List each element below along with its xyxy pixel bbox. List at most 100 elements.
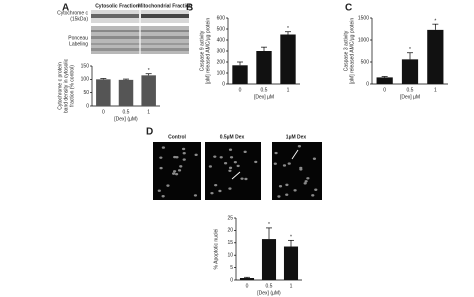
- y-tick-label: 5: [230, 265, 233, 271]
- x-tick-label: 0: [383, 87, 386, 93]
- error-bar: [407, 52, 413, 60]
- nucleus: [229, 156, 234, 159]
- bar: [256, 51, 272, 84]
- significance: *: [434, 18, 436, 24]
- nucleus: [182, 158, 186, 161]
- error-bar: [266, 227, 272, 240]
- nucleus: [218, 189, 222, 193]
- bar: [376, 77, 393, 84]
- blot-row: (15kDa): [70, 16, 88, 22]
- panel-letter: A: [62, 3, 69, 14]
- arrows: [231, 149, 299, 180]
- significance: *: [268, 222, 270, 228]
- x-tick-label: 1: [287, 87, 290, 93]
- blot-column: Mitochondrial Fraction: [138, 3, 192, 9]
- nucleus: [177, 169, 182, 172]
- nucleus: [159, 156, 163, 159]
- nucleus: [303, 182, 307, 185]
- nucleus: [285, 193, 289, 196]
- nucleus: [228, 187, 232, 190]
- nucleus: [233, 160, 237, 164]
- image-label: Control: [168, 134, 186, 140]
- nucleus: [274, 151, 278, 155]
- nucleus: [214, 183, 218, 187]
- x-axis-label: [Dex] (µM): [114, 116, 138, 122]
- nucleus: [228, 169, 232, 172]
- error-bar: [100, 78, 107, 80]
- nucleus: [243, 150, 247, 154]
- bar: [427, 29, 444, 85]
- blot-column: Cytosolic Fraction: [95, 3, 139, 9]
- y-tick-label: 10: [227, 253, 233, 259]
- nucleus: [306, 177, 310, 180]
- bar: [141, 75, 156, 106]
- nucleus: [311, 194, 315, 197]
- image-label: 0.5µM Dex: [220, 134, 245, 140]
- nucleus: [223, 162, 228, 165]
- bar: [118, 79, 134, 106]
- nucleus: [172, 172, 176, 175]
- panel-letter: C: [345, 3, 352, 14]
- x-tick-label: 1: [434, 87, 437, 93]
- nucleus: [173, 170, 177, 173]
- significance: *: [290, 235, 292, 241]
- error-bar: [285, 31, 291, 35]
- nucleus: [254, 160, 258, 164]
- nucleus: [228, 148, 233, 151]
- nucleus: [182, 152, 186, 155]
- nucleus: [161, 195, 165, 198]
- nucleus: [297, 145, 301, 148]
- nucleus: [157, 189, 161, 192]
- error-bar: [145, 73, 152, 76]
- x-tick-label: 0.5: [123, 109, 130, 115]
- y-tick-label: 500: [361, 59, 370, 65]
- y-tick-label: 1000: [358, 37, 369, 43]
- nucleus: [314, 188, 318, 191]
- x-tick-label: 0: [239, 87, 242, 93]
- bar: [283, 246, 299, 280]
- y-axis-label: band density in cytosolic: [63, 58, 69, 113]
- y-axis-label: % Apoptotic nuclei: [213, 229, 219, 270]
- y-tick-label: 50: [83, 90, 89, 96]
- bar: [261, 239, 277, 280]
- nucleus: [193, 194, 198, 197]
- nucleus: [273, 162, 277, 165]
- y-tick-label: 25: [227, 215, 233, 221]
- y-axis-label: fraction (% control): [69, 65, 75, 107]
- nucleus: [194, 153, 198, 157]
- x-tick-label: 0: [102, 109, 105, 115]
- x-tick-label: 0.5: [261, 87, 268, 93]
- significance: *: [287, 26, 289, 32]
- bar: [280, 34, 296, 84]
- y-axis-label: Caspase 9 activity: [199, 30, 205, 71]
- nucleus: [179, 165, 183, 168]
- bar: [401, 59, 419, 84]
- x-tick-label: 1: [147, 109, 150, 115]
- nucleus: [287, 162, 291, 165]
- nucleus: [293, 189, 297, 192]
- nucleus: [219, 156, 223, 159]
- y-tick-label: 0: [222, 81, 225, 87]
- x-tick-label: 0.5: [266, 283, 273, 289]
- nucleus: [228, 166, 233, 170]
- nucleus: [173, 155, 177, 159]
- y-tick-label: 500: [217, 26, 226, 32]
- error-bar: [381, 76, 388, 78]
- nucleus: [282, 164, 287, 167]
- x-tick-label: 0.5: [407, 87, 414, 93]
- y-axis-label: Caspase 3 activity: [343, 30, 349, 71]
- y-tick-label: 400: [217, 37, 226, 43]
- y-tick-label: 100: [217, 70, 226, 76]
- y-tick-label: 1500: [358, 15, 369, 21]
- error-bar: [123, 78, 129, 80]
- y-tick-label: 0: [230, 277, 233, 283]
- nucleus: [312, 157, 317, 160]
- y-axis-label: [pM] released AMC/µg protein: [205, 18, 211, 84]
- error-bar: [261, 46, 267, 51]
- nucleus: [159, 166, 163, 170]
- blot-row: Ponceau: [68, 35, 88, 41]
- nucleus: [240, 177, 244, 180]
- nucleus: [210, 191, 214, 195]
- significance: *: [409, 47, 411, 53]
